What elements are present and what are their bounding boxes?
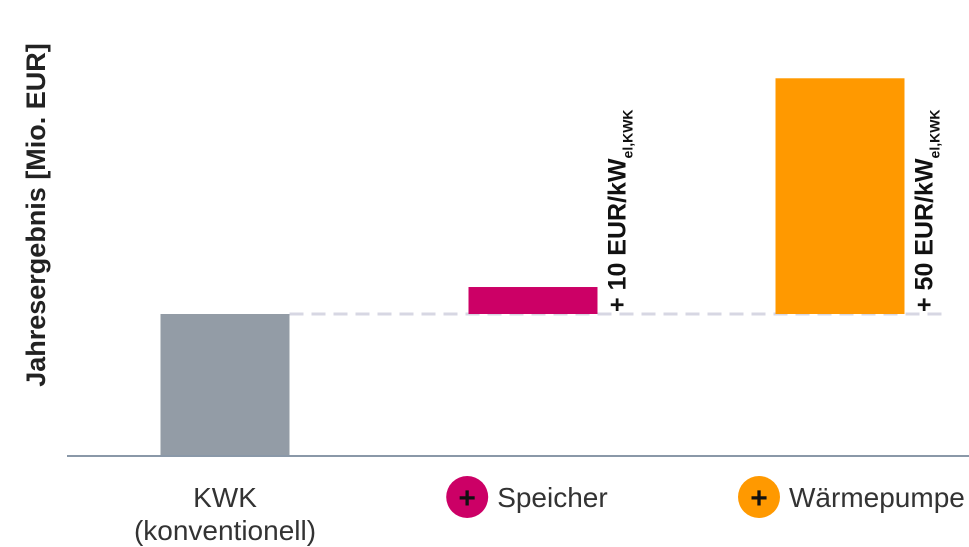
plus-icon: + <box>738 476 780 518</box>
y-axis-label: Jahresergebnis [Mio. EUR] <box>21 43 51 387</box>
category-label-1: Speicher <box>497 482 608 513</box>
bar-1 <box>468 287 598 314</box>
bars: + 10 EUR/kWel,KWK + 50 EUR/kWel,KWK <box>160 78 943 456</box>
plus-icon: + <box>446 476 489 518</box>
svg-text:+: + <box>458 482 476 515</box>
category-labels: KWK(konventionell) + Speicher + Wärmepumpe <box>134 476 965 546</box>
svg-text:+: + <box>750 482 768 515</box>
category-label-0-line-1: (konventionell) <box>134 515 316 546</box>
bar-0 <box>160 314 290 456</box>
bar-2 <box>775 78 905 314</box>
category-label-2: Wärmepumpe <box>789 482 965 513</box>
bar-value-label-2: + 50 EUR/kWel,KWK <box>911 109 943 312</box>
bar-value-label-1: + 10 EUR/kWel,KWK <box>604 109 636 312</box>
category-label-0-line-0: KWK <box>193 482 257 513</box>
